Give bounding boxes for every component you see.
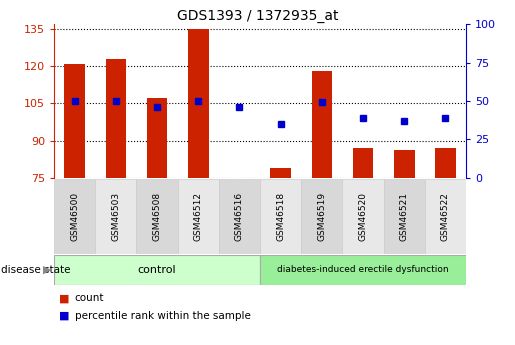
Text: GSM46519: GSM46519 [317,192,327,241]
Text: GSM46500: GSM46500 [70,192,79,241]
Bar [260,255,466,285]
Bar [219,179,260,254]
Bar [188,29,209,178]
Text: GSM46518: GSM46518 [276,192,285,241]
Bar [147,98,167,178]
Text: GSM46522: GSM46522 [441,192,450,241]
Bar [394,150,415,178]
Bar [353,148,373,178]
Text: ▶: ▶ [43,265,52,275]
Text: count: count [75,294,104,303]
Text: diabetes-induced erectile dysfunction: diabetes-induced erectile dysfunction [277,265,449,275]
Text: ■: ■ [59,294,70,303]
Bar [260,179,301,254]
Text: GSM46508: GSM46508 [152,192,162,241]
Bar [342,179,384,254]
Text: disease state: disease state [1,265,71,275]
Bar [301,179,342,254]
Bar [64,64,85,178]
Text: control: control [138,265,176,275]
Bar [312,71,332,178]
Bar [54,179,95,254]
Bar [178,179,219,254]
Text: GSM46521: GSM46521 [400,192,409,241]
Bar [95,179,136,254]
Bar [54,255,260,285]
Text: GSM46516: GSM46516 [235,192,244,241]
Text: percentile rank within the sample: percentile rank within the sample [75,311,251,321]
Bar [435,148,456,178]
Bar [136,179,178,254]
Bar [425,179,466,254]
Bar [106,59,126,178]
Text: ■: ■ [59,311,70,321]
Text: GSM46512: GSM46512 [194,192,203,241]
Text: GSM46520: GSM46520 [358,192,368,241]
Text: GDS1393 / 1372935_at: GDS1393 / 1372935_at [177,9,338,23]
Text: GSM46503: GSM46503 [111,192,121,241]
Bar [270,168,291,178]
Bar [384,179,425,254]
